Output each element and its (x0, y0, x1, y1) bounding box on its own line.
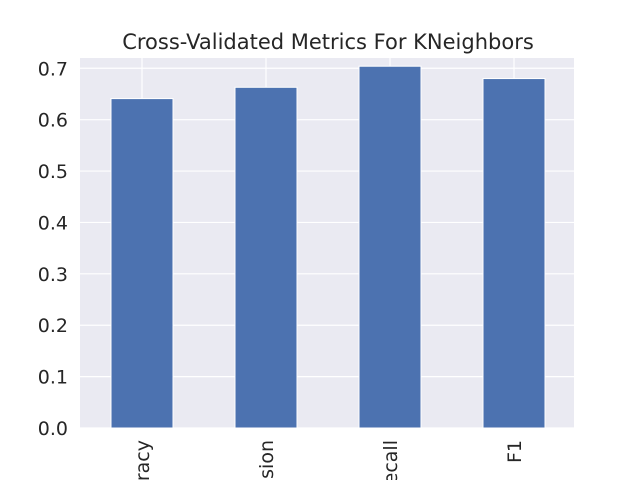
bar-accuracy (110, 98, 174, 429)
chart-title: Cross-Validated Metrics For KNeighbors (122, 30, 534, 54)
y-tick-label: 0.5 (38, 161, 68, 183)
x-tick-label: F1 (504, 440, 526, 463)
y-tick-label: 0.4 (38, 212, 68, 234)
bar-precision (234, 86, 298, 429)
x-tick-label: racy (132, 440, 154, 480)
y-tick-labels: 0.0 0.1 0.2 0.3 0.4 0.5 0.6 0.7 (38, 58, 68, 440)
bar-f1 (482, 78, 546, 429)
y-tick-label: 0.1 (38, 367, 68, 389)
y-tick-label: 0.0 (38, 418, 68, 440)
x-tick-label: sion (256, 440, 278, 479)
x-tick-label: ecall (380, 440, 402, 480)
y-tick-label: 0.6 (38, 110, 68, 132)
y-tick-label: 0.3 (38, 264, 68, 286)
y-tick-label: 0.2 (38, 315, 68, 337)
bar-recall (358, 65, 422, 429)
x-tick-labels: racy sion ecall F1 (132, 440, 526, 484)
y-tick-label: 0.7 (38, 58, 68, 80)
bars (110, 65, 546, 429)
